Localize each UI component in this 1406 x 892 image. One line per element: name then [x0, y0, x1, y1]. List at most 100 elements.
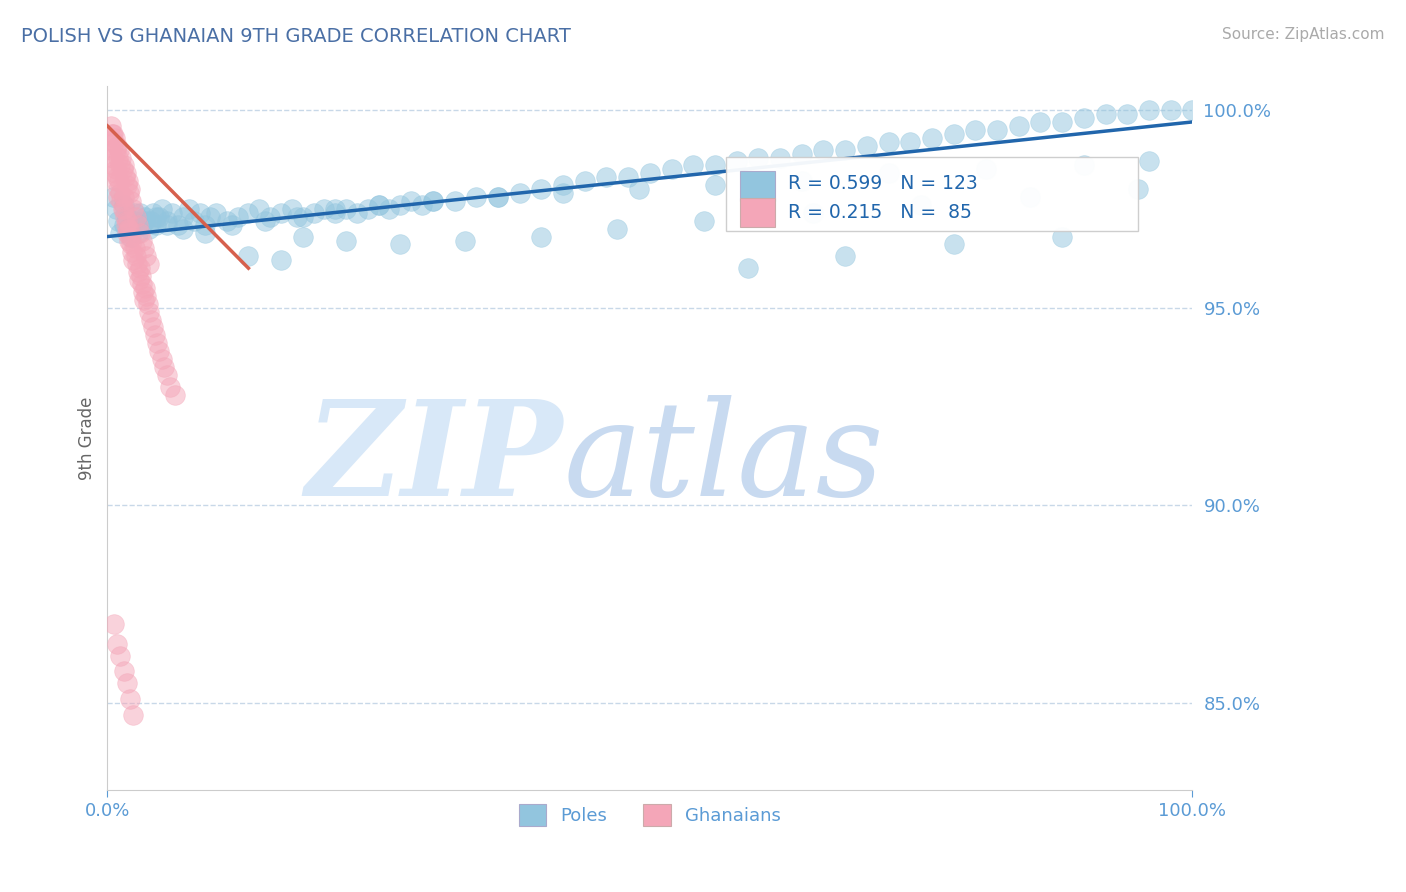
Point — [769, 151, 792, 165]
Point — [737, 261, 759, 276]
Point — [127, 226, 149, 240]
Point — [172, 210, 194, 224]
Point — [110, 158, 132, 172]
Point — [530, 182, 553, 196]
Point — [108, 174, 131, 188]
Point — [114, 218, 136, 232]
Point — [115, 213, 138, 227]
Point — [1160, 103, 1182, 117]
Point — [834, 249, 856, 263]
Point — [118, 186, 141, 200]
Point — [422, 194, 444, 208]
Point — [172, 221, 194, 235]
Point — [194, 218, 217, 232]
Point — [335, 202, 357, 216]
Point — [693, 213, 716, 227]
Point — [1008, 119, 1031, 133]
Point — [281, 202, 304, 216]
Point — [595, 170, 617, 185]
Point — [486, 190, 509, 204]
Point — [747, 151, 769, 165]
Point — [986, 123, 1008, 137]
Point — [725, 154, 748, 169]
Point — [150, 202, 173, 216]
Point — [323, 202, 346, 216]
Point — [131, 234, 153, 248]
Point — [389, 237, 412, 252]
Point — [110, 226, 132, 240]
Point — [134, 213, 156, 227]
Point — [120, 229, 142, 244]
Point — [238, 206, 260, 220]
Point — [132, 285, 155, 299]
Point — [1137, 154, 1160, 169]
Point — [357, 202, 380, 216]
Point — [131, 218, 153, 232]
Text: atlas: atlas — [562, 395, 883, 524]
Point — [110, 648, 132, 663]
Point — [399, 194, 422, 208]
Point — [129, 269, 152, 284]
Point — [661, 162, 683, 177]
Point — [1050, 115, 1073, 129]
Point — [389, 198, 412, 212]
Point — [127, 218, 149, 232]
Point — [114, 210, 136, 224]
Point — [134, 293, 156, 307]
Point — [107, 151, 129, 165]
Point — [110, 151, 132, 165]
Point — [323, 206, 346, 220]
Point — [974, 162, 997, 177]
Bar — [740, 197, 775, 227]
Point — [1126, 182, 1149, 196]
Point — [1094, 107, 1116, 121]
Point — [120, 229, 142, 244]
Y-axis label: 9th Grade: 9th Grade — [79, 396, 96, 480]
Point — [122, 707, 145, 722]
Point — [107, 190, 129, 204]
Point — [834, 143, 856, 157]
Point — [121, 245, 143, 260]
Point — [105, 174, 128, 188]
Point — [120, 237, 142, 252]
Point — [111, 202, 134, 216]
Point — [105, 162, 128, 177]
Text: ZIP: ZIP — [305, 395, 562, 524]
Point — [142, 206, 165, 220]
Point — [153, 359, 176, 374]
Point — [617, 170, 640, 185]
Point — [135, 289, 157, 303]
Point — [146, 336, 169, 351]
Point — [134, 210, 156, 224]
Point — [117, 174, 139, 188]
Point — [138, 221, 160, 235]
Point — [291, 210, 314, 224]
Point — [115, 178, 138, 193]
Point — [1050, 229, 1073, 244]
Point — [115, 210, 138, 224]
Point — [898, 135, 921, 149]
Point — [910, 198, 932, 212]
Point — [138, 304, 160, 318]
Point — [122, 253, 145, 268]
Point — [101, 151, 124, 165]
Point — [114, 166, 136, 180]
Point — [551, 186, 574, 200]
Point — [112, 198, 135, 212]
Point — [378, 202, 401, 216]
Point — [139, 312, 162, 326]
Legend: Poles, Ghanaians: Poles, Ghanaians — [512, 797, 787, 834]
Point — [124, 206, 146, 220]
Point — [682, 158, 704, 172]
Point — [129, 261, 152, 276]
Point — [877, 135, 900, 149]
Point — [790, 146, 813, 161]
Point — [139, 213, 162, 227]
Point — [105, 138, 128, 153]
Point — [942, 127, 965, 141]
Point — [112, 158, 135, 172]
Point — [285, 210, 308, 224]
Point — [704, 178, 727, 193]
Point — [1073, 111, 1095, 125]
Text: Source: ZipAtlas.com: Source: ZipAtlas.com — [1222, 27, 1385, 42]
